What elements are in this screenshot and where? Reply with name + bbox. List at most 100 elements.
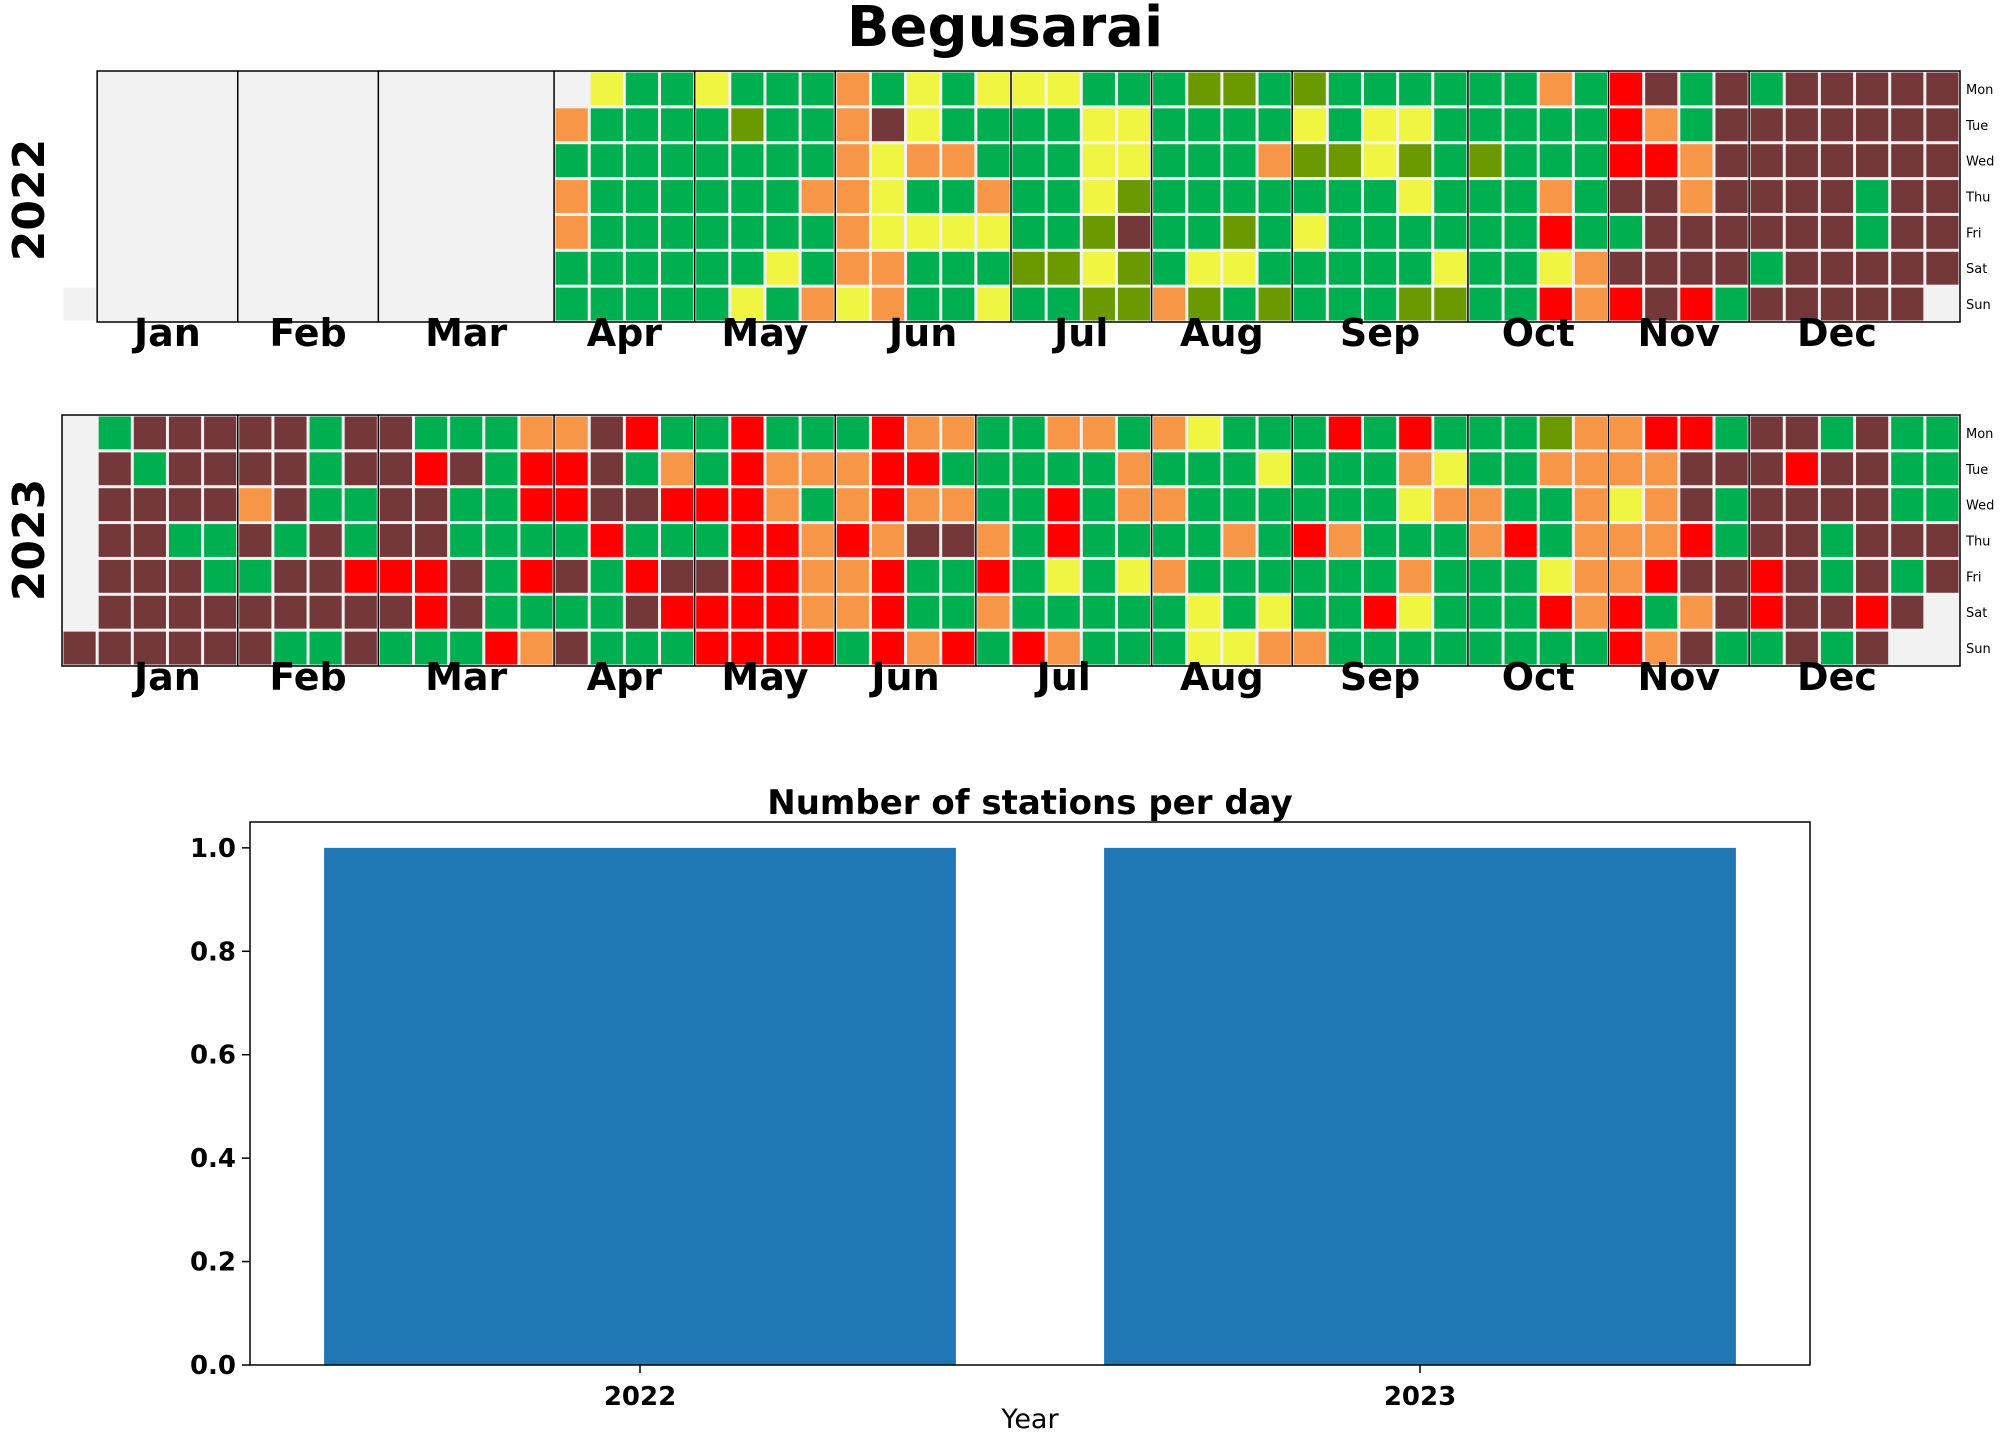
weekday-label: Sat	[1966, 606, 1987, 621]
day-cell	[661, 631, 694, 665]
day-cell	[590, 108, 623, 142]
day-cell	[239, 595, 272, 629]
day-cell	[1293, 144, 1326, 178]
day-cell	[379, 144, 412, 178]
day-cell	[836, 251, 869, 285]
day-cell	[1539, 215, 1572, 249]
day-cell	[1715, 488, 1748, 522]
day-cell	[1117, 144, 1151, 178]
day-cell	[414, 180, 448, 213]
day-cell	[1820, 488, 1854, 522]
day-cell	[1856, 180, 1889, 213]
day-cell	[871, 72, 905, 106]
day-cell	[1504, 108, 1537, 142]
day-cell	[871, 631, 905, 665]
day-cell	[625, 144, 659, 178]
year-label: 2023	[4, 479, 55, 601]
month-label: Jun	[868, 655, 939, 699]
day-cell	[1539, 180, 1572, 213]
day-cell	[1750, 215, 1783, 249]
day-cell	[590, 144, 623, 178]
day-cell	[801, 108, 834, 142]
day-cell	[1504, 287, 1537, 321]
day-cell	[1223, 144, 1256, 178]
day-cell	[485, 524, 518, 557]
day-cell	[625, 488, 659, 522]
day-cell	[871, 287, 905, 321]
day-cell	[766, 488, 799, 522]
day-cell	[1012, 595, 1045, 629]
day-cell	[661, 251, 694, 285]
day-cell	[1504, 595, 1537, 629]
day-cell	[1715, 108, 1748, 142]
day-cell	[1926, 215, 1959, 249]
day-cell	[414, 524, 448, 557]
day-cell	[1328, 559, 1361, 593]
bar-chart: Number of stations per day 2022 2023 0.0 0.2…	[190, 783, 1811, 1434]
day-cell	[239, 488, 272, 522]
day-cell	[696, 595, 729, 629]
y-tick-label: 0.0	[190, 1351, 236, 1381]
day-cell	[1117, 215, 1151, 249]
day-cell	[766, 559, 799, 593]
day-cell	[344, 251, 377, 285]
day-cell	[450, 215, 483, 249]
day-cell	[1293, 488, 1326, 522]
day-cell	[239, 452, 272, 486]
day-cell	[1117, 251, 1151, 285]
day-cell	[1153, 488, 1186, 522]
day-cell	[801, 488, 834, 522]
day-cell	[1258, 559, 1291, 593]
day-cell	[1117, 631, 1151, 665]
day-cell	[661, 215, 694, 249]
day-cell	[1153, 631, 1186, 665]
day-cell	[133, 251, 166, 285]
day-cell	[1012, 559, 1045, 593]
y-tick-label: 0.8	[190, 937, 236, 967]
day-cell	[309, 631, 342, 665]
day-cell	[133, 559, 166, 593]
day-cell	[1504, 180, 1537, 213]
day-cell	[1539, 287, 1572, 321]
y-tick-label: 1.0	[190, 834, 236, 864]
day-cell	[1399, 631, 1432, 665]
day-cell	[204, 559, 237, 593]
day-cell	[1820, 416, 1854, 450]
day-cell	[450, 251, 483, 285]
day-cell	[801, 559, 834, 593]
day-cell	[836, 559, 869, 593]
day-cell	[1363, 144, 1397, 178]
day-cell	[766, 416, 799, 450]
day-cell	[1856, 251, 1889, 285]
day-cell	[1680, 452, 1713, 486]
day-cell	[1434, 251, 1467, 285]
day-cell	[1082, 215, 1115, 249]
day-cell	[1680, 108, 1713, 142]
day-cell	[1610, 180, 1643, 213]
day-cell	[942, 524, 975, 557]
day-cell	[977, 631, 1010, 665]
day-cell	[555, 488, 588, 522]
day-cell	[1504, 416, 1537, 450]
day-cell	[942, 559, 975, 593]
day-cell	[1574, 180, 1608, 213]
day-cell	[907, 72, 940, 106]
day-cell	[1750, 488, 1783, 522]
day-cell	[1504, 488, 1537, 522]
calendar-heatmaps: 2022 Mon Tue Wed Thu Fri Sat Sun Jan Feb Mar Apr May…	[4, 70, 1994, 699]
day-cell	[661, 524, 694, 557]
day-cell	[1153, 144, 1186, 178]
day-cell	[1750, 416, 1783, 450]
day-cell	[344, 180, 377, 213]
day-cell	[1750, 72, 1783, 106]
day-cell	[625, 559, 659, 593]
day-cell	[555, 144, 588, 178]
day-cell	[1891, 524, 1924, 557]
day-cell	[766, 72, 799, 106]
day-cell	[1891, 72, 1924, 106]
day-cell	[1399, 72, 1432, 106]
day-cell	[98, 287, 131, 321]
day-cell	[555, 251, 588, 285]
day-cell	[1012, 416, 1045, 450]
day-cell	[1434, 108, 1467, 142]
